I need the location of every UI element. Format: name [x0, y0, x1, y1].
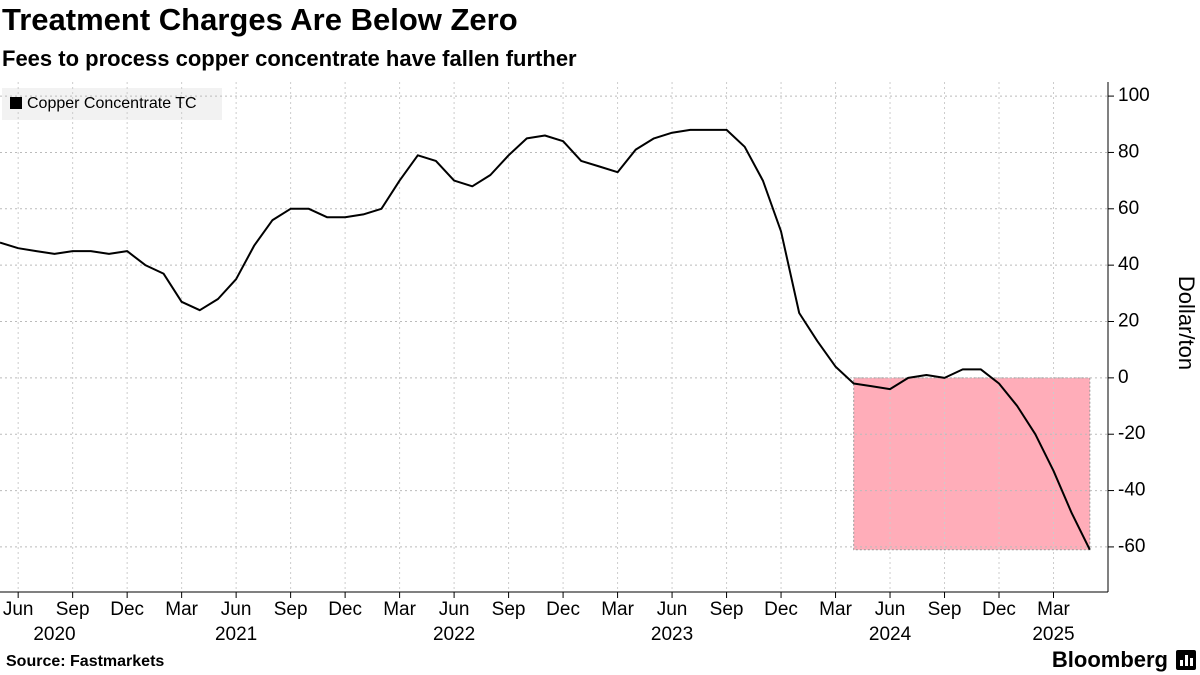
x-tick-label: Sep	[928, 599, 962, 620]
x-tick-label: Sep	[710, 599, 744, 620]
y-tick-label: 80	[1118, 141, 1139, 162]
x-tick-label: Dec	[982, 599, 1016, 620]
x-year-label: 2022	[433, 624, 475, 645]
y-tick-label: 40	[1118, 254, 1139, 275]
chart-title: Treatment Charges Are Below Zero	[2, 2, 518, 37]
y-tick-label: -20	[1118, 423, 1145, 444]
y-tick-label: -60	[1118, 536, 1145, 557]
x-tick-label: Dec	[328, 599, 362, 620]
x-tick-label: Dec	[764, 599, 798, 620]
x-tick-label: Sep	[274, 599, 308, 620]
x-tick-label: Sep	[492, 599, 526, 620]
y-tick-label: -40	[1118, 480, 1145, 501]
x-tick-label: Jun	[3, 599, 34, 620]
brand-icon	[1176, 650, 1196, 670]
x-tick-label: Dec	[110, 599, 144, 620]
x-tick-label: Mar	[819, 599, 852, 620]
x-tick-label: Sep	[56, 599, 90, 620]
y-tick-label: 60	[1118, 198, 1139, 219]
chart-subtitle: Fees to process copper concentrate have …	[2, 46, 577, 71]
legend-swatch	[10, 97, 22, 109]
x-year-label: 2025	[1032, 624, 1074, 645]
x-tick-label: Jun	[875, 599, 906, 620]
x-year-label: 2021	[215, 624, 257, 645]
x-year-label: 2023	[651, 624, 693, 645]
y-tick-label: 20	[1118, 311, 1139, 332]
brand: Bloomberg	[1052, 647, 1168, 672]
y-tick-label: 0	[1118, 367, 1129, 388]
x-tick-label: Mar	[383, 599, 416, 620]
line	[0, 128, 1091, 551]
legend-label: Copper Concentrate TC	[27, 95, 197, 112]
x-tick-label: Mar	[1037, 599, 1070, 620]
x-tick-label: Mar	[601, 599, 634, 620]
legend-box	[2, 88, 222, 120]
x-tick-label: Dec	[546, 599, 580, 620]
highlight-region	[853, 377, 1091, 551]
y-tick-label: 100	[1118, 85, 1150, 106]
x-year-label: 2020	[33, 624, 75, 645]
source: Source: Fastmarkets	[6, 653, 164, 670]
x-tick-label: Jun	[221, 599, 252, 620]
x-tick-label: Mar	[165, 599, 198, 620]
x-tick-label: Jun	[439, 599, 470, 620]
x-tick-label: Jun	[657, 599, 688, 620]
y-axis-label: Dollar/ton	[1174, 276, 1199, 370]
x-year-label: 2024	[869, 624, 912, 645]
